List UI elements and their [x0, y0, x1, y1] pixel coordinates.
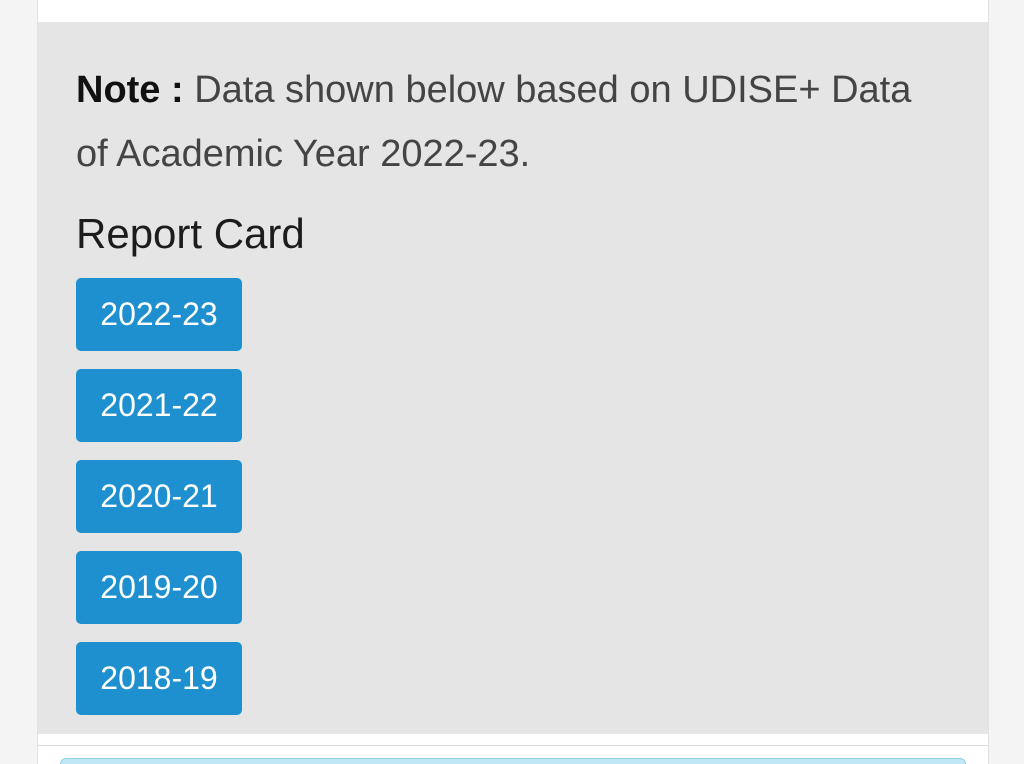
year-button-2019-20[interactable]: 2019-20 — [76, 551, 242, 624]
year-button-2018-19[interactable]: 2018-19 — [76, 642, 242, 715]
note-text: Data shown below based on UDISE+ Data of… — [76, 69, 912, 175]
section-divider — [38, 745, 988, 746]
data-note: Note : Data shown below based on UDISE+ … — [76, 58, 936, 186]
top-strip — [38, 0, 988, 22]
report-card-title: Report Card — [76, 210, 305, 257]
year-button-2022-23[interactable]: 2022-23 — [76, 278, 242, 351]
year-button-list: 2022-23 2021-22 2020-21 2019-20 2018-19 — [76, 278, 242, 715]
content-column: Note : Data shown below based on UDISE+ … — [37, 0, 989, 764]
next-section-bar — [60, 758, 966, 764]
report-card-panel: Note : Data shown below based on UDISE+ … — [38, 22, 988, 734]
year-button-2020-21[interactable]: 2020-21 — [76, 460, 242, 533]
note-label: Note : — [76, 69, 184, 111]
left-gutter — [0, 0, 37, 764]
right-gutter — [989, 0, 1024, 764]
year-button-2021-22[interactable]: 2021-22 — [76, 369, 242, 442]
